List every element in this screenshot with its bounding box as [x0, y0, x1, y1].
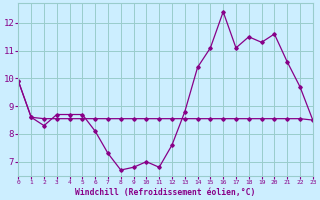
X-axis label: Windchill (Refroidissement éolien,°C): Windchill (Refroidissement éolien,°C) [76, 188, 256, 197]
